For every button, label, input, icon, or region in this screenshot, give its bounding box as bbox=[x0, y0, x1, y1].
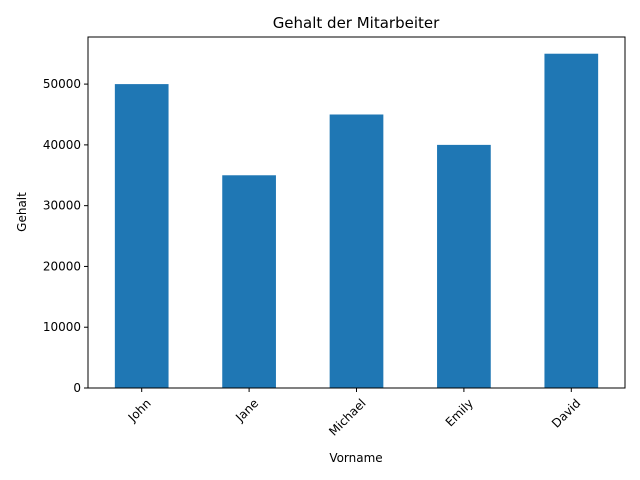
x-axis-label: Vorname bbox=[329, 451, 382, 465]
bar-john bbox=[114, 84, 169, 389]
bar-jane bbox=[222, 175, 276, 388]
y-axis-label: Gehalt bbox=[15, 192, 29, 232]
y-tick-label: 40000 bbox=[43, 138, 81, 152]
plot-area-frame bbox=[87, 36, 626, 389]
x-tick-label: Emily bbox=[443, 396, 476, 429]
y-axis-ticks: 0 10000 20000 30000 40000 50000 bbox=[43, 77, 88, 395]
y-tick-label: 10000 bbox=[43, 320, 81, 334]
x-tick-label: David bbox=[549, 396, 583, 430]
y-tick-label: 30000 bbox=[43, 199, 81, 213]
y-tick-label: 20000 bbox=[43, 259, 81, 273]
y-tick-label: 0 bbox=[73, 381, 81, 395]
x-tick-label: Jane bbox=[232, 396, 261, 425]
y-tick-label: 50000 bbox=[43, 77, 81, 91]
chart-title: Gehalt der Mitarbeiter bbox=[273, 14, 440, 32]
bar-michael bbox=[329, 114, 384, 389]
bar-emily bbox=[437, 144, 491, 388]
x-axis-ticks: John Jane Michael Emily David bbox=[125, 388, 583, 439]
x-tick-label: Michael bbox=[326, 396, 368, 438]
bar-david bbox=[544, 53, 599, 388]
bars-group bbox=[114, 53, 599, 389]
x-tick-label: John bbox=[125, 396, 154, 425]
